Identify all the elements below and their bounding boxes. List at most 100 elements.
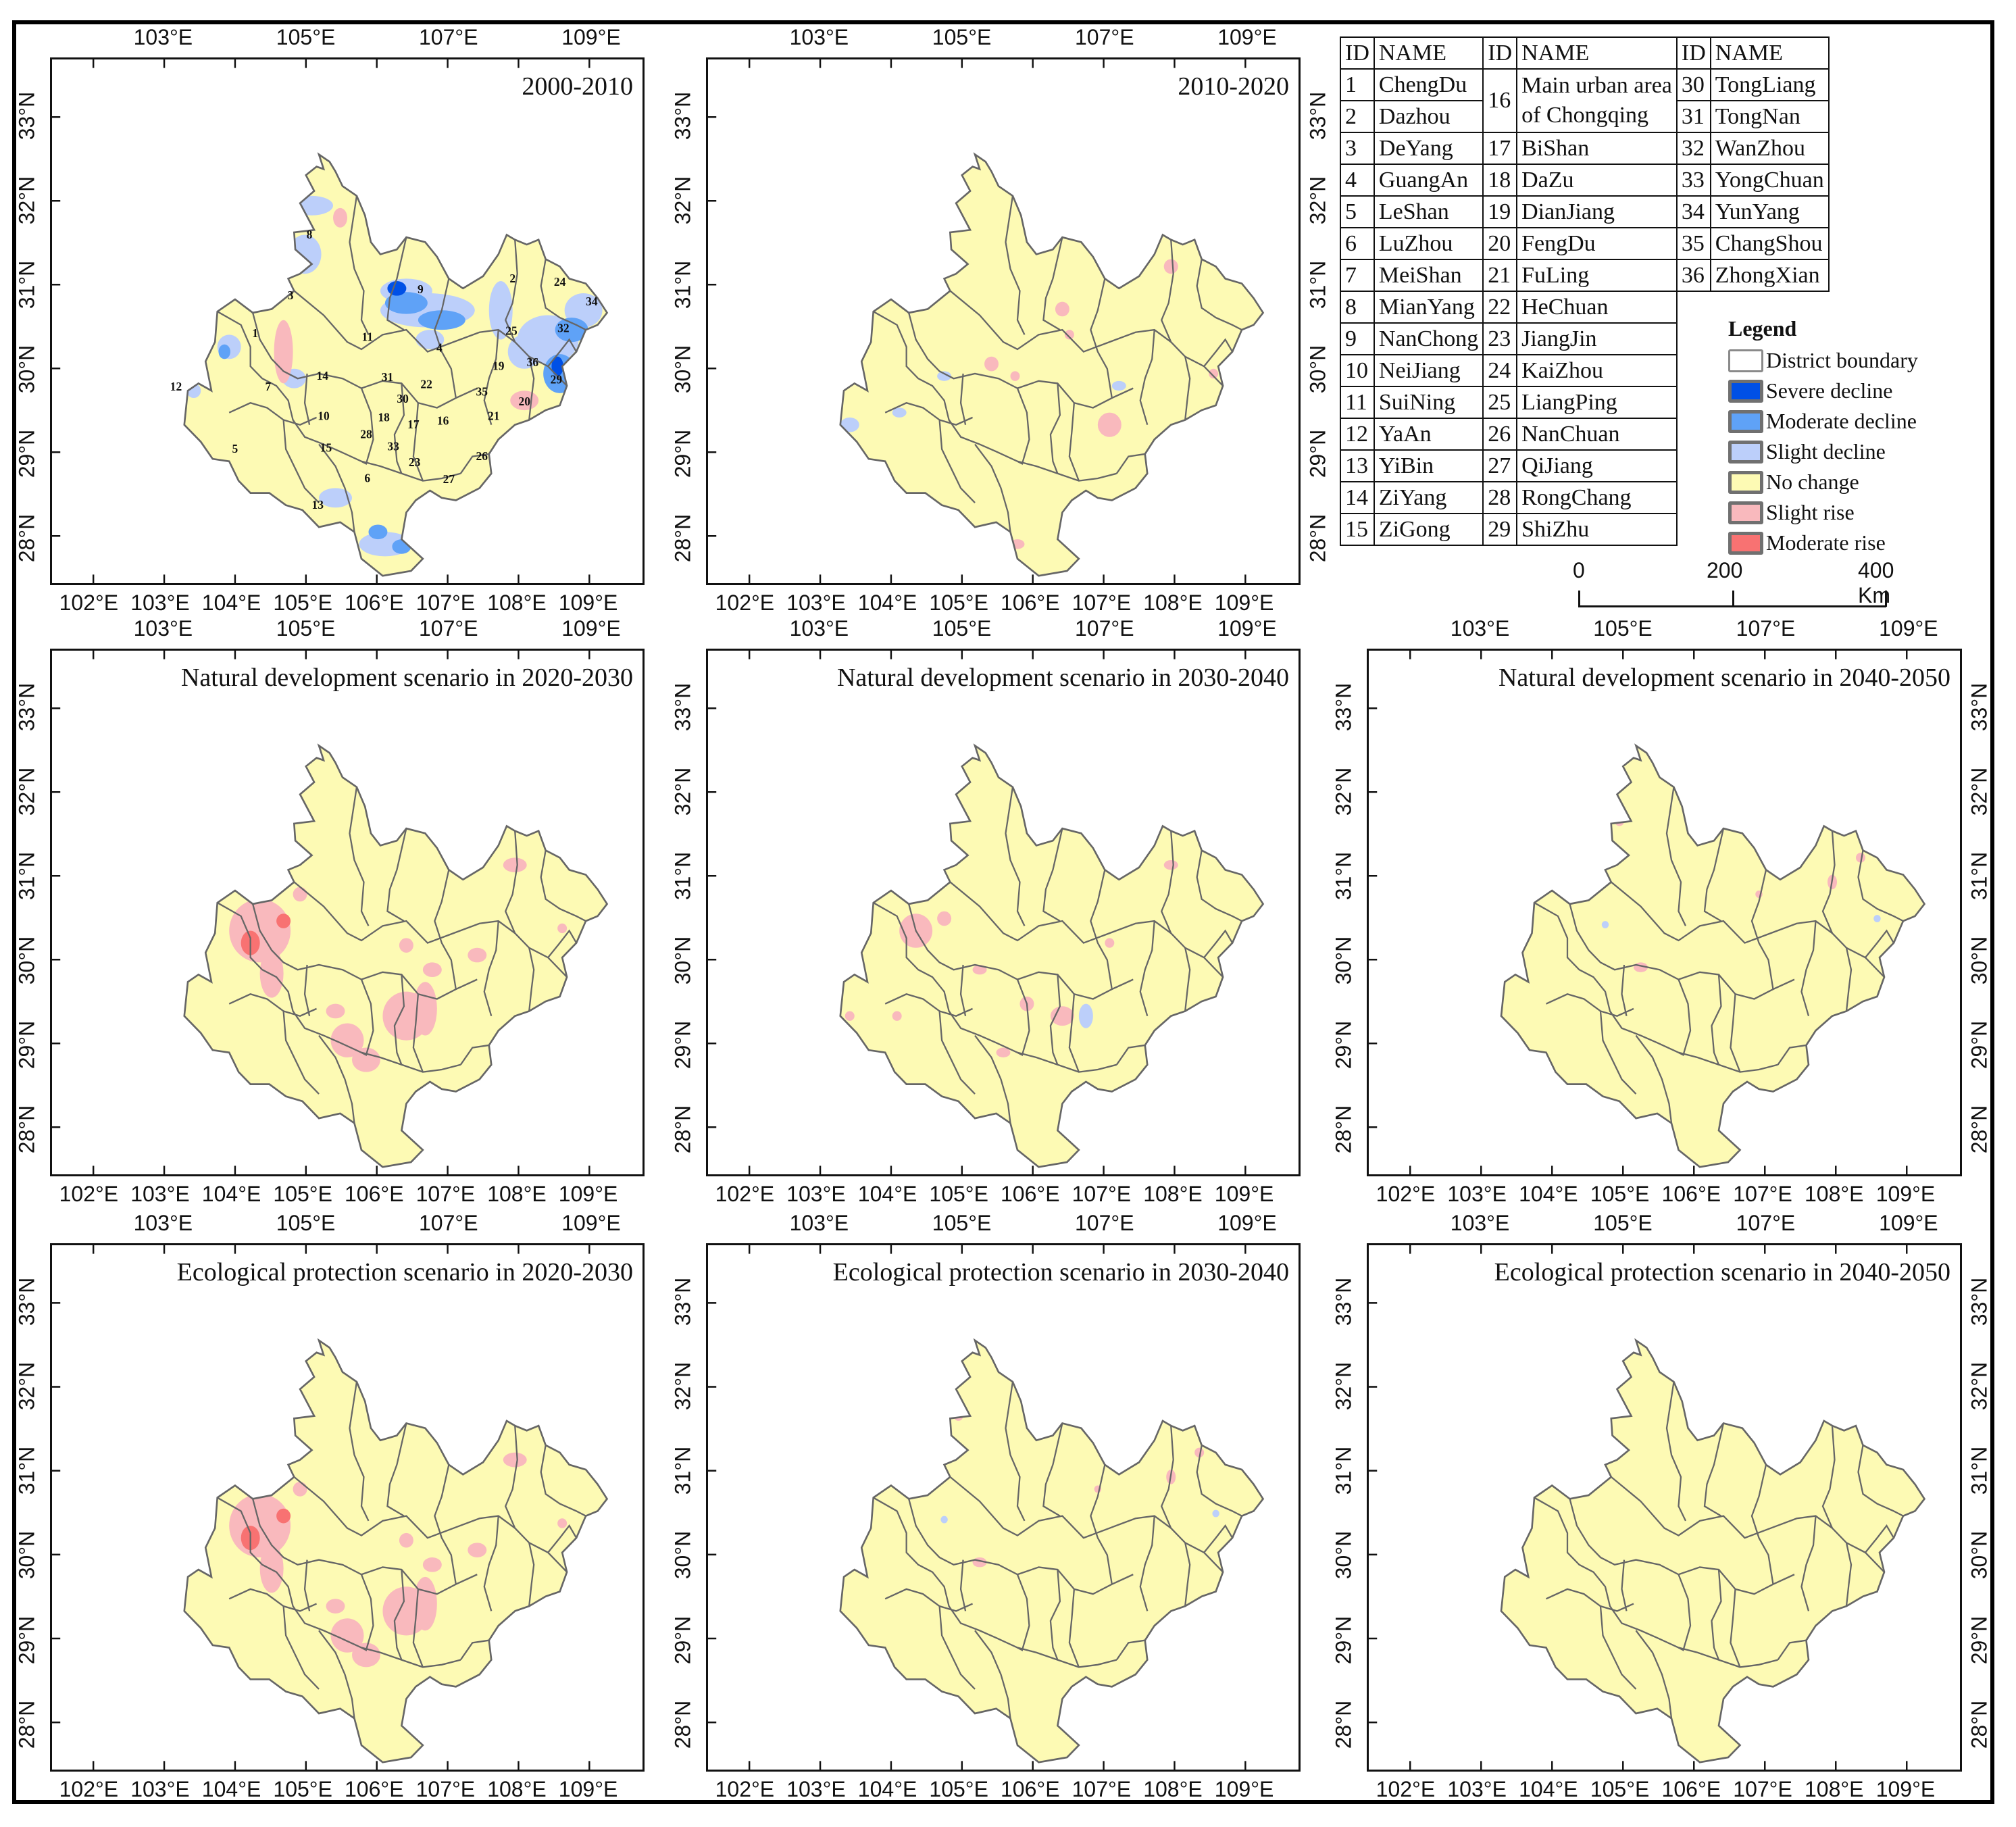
change-patch	[326, 1003, 345, 1019]
map-frame: Natural development scenario in 2040-205…	[1367, 649, 1962, 1176]
scale-tick	[1732, 591, 1734, 607]
lon-label-top: 109°E	[1217, 25, 1277, 49]
district-name: ChangShou	[1709, 227, 1830, 260]
lat-label-left: 29°N	[14, 429, 39, 478]
lat-label-left: 33°N	[670, 682, 695, 732]
district-name: NanChuan	[1516, 418, 1678, 451]
district-boundary	[1777, 1639, 1807, 1661]
lon-label-bottom: 102°E	[715, 591, 775, 615]
lat-label-left: 33°N	[1331, 1277, 1356, 1326]
table-row: 3 DeYang 17 BiShan 32 WanZhou	[1340, 132, 1830, 165]
lon-label-bottom: 107°E	[1072, 1777, 1132, 1801]
lon-label-top: 107°E	[419, 1211, 478, 1235]
district-name: Dazhou	[1373, 100, 1484, 133]
district-boundary	[1569, 903, 1795, 1000]
district-boundary	[386, 1423, 407, 1517]
district-boundary	[349, 786, 370, 926]
district-id: 28	[1482, 481, 1518, 514]
region-fill	[184, 154, 607, 576]
table-row: 12 YaAn 26 NanChuan	[1340, 418, 1829, 451]
district-id-label: 32	[557, 321, 570, 334]
change-patch	[937, 371, 952, 381]
change-patch	[418, 310, 465, 330]
lon-label-bottom: 105°E	[929, 591, 988, 615]
map-frame: 1 2 3 4 5 6 7 8 9 10 11 12 13 14 15 16 17 18 19 20 21 22 23 24 2…	[50, 57, 645, 585]
lat-label-left: 28°N	[14, 514, 39, 562]
district-boundary	[1160, 239, 1174, 343]
district-id-label: 16	[437, 414, 449, 427]
district-id-label: 9	[418, 282, 424, 296]
district-name: ZiGong	[1373, 513, 1484, 546]
change-patch	[892, 1011, 902, 1021]
district-boundary	[303, 373, 311, 425]
lon-label-bottom: 106°E	[1661, 1777, 1721, 1801]
district-boundary	[1049, 1569, 1061, 1661]
district-boundary	[1203, 929, 1234, 958]
legend-label: Slight rise	[1766, 500, 1855, 524]
district-boundary	[1005, 1381, 1026, 1522]
change-patch	[557, 923, 568, 934]
lon-label-bottom: 105°E	[273, 1182, 332, 1206]
district-id: 30	[1675, 68, 1711, 101]
lat-label-left: 32°N	[14, 767, 39, 816]
lon-label-bottom: 105°E	[1590, 1777, 1650, 1801]
lat-label-left: 33°N	[1331, 682, 1356, 732]
legend-label: Moderate decline	[1766, 409, 1917, 433]
lat-label-left: 30°N	[1331, 1531, 1356, 1580]
lon-label-bottom: 109°E	[558, 1777, 618, 1801]
district-id: 33	[1675, 164, 1711, 197]
district-boundary	[884, 402, 973, 426]
district-id: 36	[1675, 259, 1711, 292]
district-boundary	[1711, 974, 1722, 1066]
district-boundary	[459, 1044, 489, 1066]
change-patch	[293, 886, 307, 902]
district-name: JiangJin	[1516, 322, 1678, 355]
lat-label-left: 31°N	[1331, 1447, 1356, 1495]
district-id: 32	[1675, 132, 1711, 165]
table-row: 11 SuiNing 25 LiangPing	[1340, 386, 1829, 419]
district-boundary	[434, 870, 457, 990]
district-id: 31	[1675, 100, 1711, 133]
district-id-label: 31	[382, 370, 393, 384]
change-patch	[330, 1023, 364, 1057]
region-outline	[1500, 1338, 1926, 1763]
district-id: 21	[1482, 259, 1518, 292]
district-boundary	[434, 1464, 457, 1584]
district-boundary	[1865, 929, 1894, 958]
change-patch	[1078, 1003, 1093, 1028]
lon-label-top: 103°E	[1450, 616, 1510, 641]
table-row: 15 ZiGong 29 ShiZhu	[1340, 513, 1829, 546]
change-patch	[551, 356, 563, 376]
scale-tick	[1578, 591, 1580, 607]
district-name: ShiZhu	[1516, 513, 1678, 546]
district-id-label: 10	[318, 409, 330, 422]
district-boundary	[1196, 1445, 1242, 1517]
change-patch	[259, 949, 284, 998]
change-patch	[276, 1508, 291, 1524]
district-boundary	[1139, 330, 1155, 426]
district-id: 3	[1340, 132, 1375, 165]
panel-title: Natural development scenario in 2020-203…	[180, 664, 633, 692]
change-patch	[1055, 301, 1069, 317]
district-name: NanChong	[1373, 322, 1484, 355]
lat-label-left: 32°N	[670, 1361, 695, 1411]
panel-title: Ecological protection scenario in 2040-2…	[1494, 1258, 1950, 1286]
district-boundary	[1049, 974, 1061, 1066]
district-boundary	[412, 1588, 424, 1668]
district-id-label: 21	[488, 409, 499, 422]
table-row: 9 NanChong 23 JiangJin	[1340, 322, 1829, 355]
legend-label: No change	[1766, 470, 1859, 494]
lat-label-right: 31°N	[1967, 851, 1992, 901]
lon-label-bottom: 108°E	[1804, 1777, 1864, 1801]
district-id: 4	[1340, 164, 1375, 197]
change-patch	[1212, 1509, 1219, 1518]
change-patch	[1010, 371, 1020, 381]
district-id-label: 29	[551, 372, 563, 386]
district-boundary	[504, 239, 518, 343]
change-patch	[387, 281, 407, 296]
district-boundary	[908, 903, 1134, 1000]
district-name: DaZu	[1516, 164, 1678, 197]
table-row: 2 Dazhou 31 TongNan	[1340, 100, 1830, 133]
district-name: LuZhou	[1373, 227, 1484, 260]
change-patch	[351, 1047, 380, 1072]
